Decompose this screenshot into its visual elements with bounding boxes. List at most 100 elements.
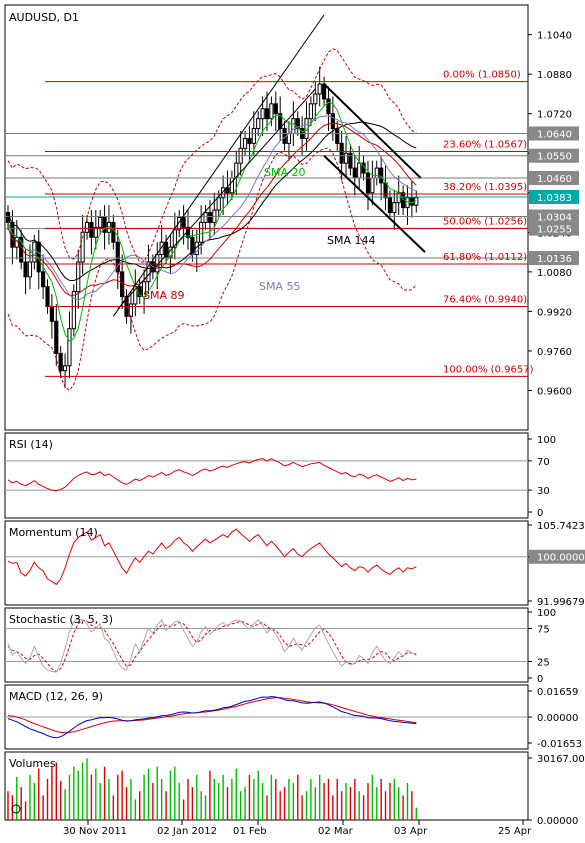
candle-body	[45, 286, 50, 307]
momentum-axis-tick-label: 105.7423	[537, 521, 585, 532]
price-marker-label: 1.0304	[537, 213, 572, 224]
price-axis-tick-label: 0.9760	[537, 347, 572, 358]
candle-body	[357, 162, 362, 179]
candle-body	[374, 167, 379, 179]
price-marker-box	[529, 148, 579, 163]
candle-body	[339, 142, 344, 164]
stochastic-panel	[4, 607, 529, 683]
date-label: 01 Feb	[233, 826, 267, 837]
sma20-line	[7, 101, 417, 342]
fib-level-label: 38.20% (1.0395)	[443, 182, 527, 193]
lower-band-line	[7, 147, 417, 392]
rsi-axis-tick-label: 70	[537, 457, 550, 468]
date-label: 03 Apr	[394, 826, 428, 837]
fib-level-label: 61.80% (1.0112)	[443, 252, 527, 263]
fib-level-label: 100.00% (0.9657)	[443, 364, 534, 375]
candle-body	[181, 217, 186, 228]
candle-body	[146, 261, 151, 283]
rsi-axis-tick-label: 0	[537, 508, 543, 519]
candle-body	[251, 128, 256, 144]
price-marker-label: 1.0460	[537, 174, 572, 185]
rsi-axis-tick-label: 100	[537, 435, 556, 446]
candle-body	[379, 167, 384, 184]
price-axis-tick-label: 0.9600	[537, 386, 572, 397]
candle-body	[409, 197, 414, 206]
price-marker-label: 1.0550	[537, 152, 572, 163]
price-marker-box	[529, 209, 579, 224]
candle-body	[159, 241, 164, 256]
candle-body	[111, 221, 116, 243]
rsi-title: RSI (14)	[9, 438, 53, 451]
momentum-panel	[4, 520, 529, 606]
macd-title: MACD (12, 26, 9)	[9, 690, 103, 703]
price-axis-tick-label: 0.9920	[537, 307, 572, 318]
channel-line	[112, 14, 325, 317]
candle-body	[62, 365, 68, 372]
rsi-panel	[4, 432, 529, 519]
price-axis-tick-label: 1.0080	[537, 268, 572, 279]
price-marker-label: 1.0136	[537, 254, 572, 265]
price-axis-tick-label: 1.0720	[537, 110, 572, 121]
candle-body	[313, 93, 318, 105]
candle-body	[216, 197, 221, 211]
candle-body	[335, 128, 340, 144]
price-marker-label: 1.0383	[537, 193, 572, 204]
candle-body	[128, 303, 134, 317]
candle-body	[80, 231, 85, 263]
sma144-label: SMA 144	[327, 234, 376, 247]
candle-body	[273, 103, 278, 115]
candle-body	[269, 103, 274, 120]
rsi-axis-tick-label: 30	[537, 486, 550, 497]
price-marker-box	[529, 189, 579, 204]
candle-body	[203, 212, 208, 223]
price-marker-box	[529, 170, 579, 185]
candle-body	[295, 118, 300, 130]
macd-axis-tick-label: 0.01659	[537, 687, 578, 698]
sma20-label: SMA 20	[264, 166, 306, 179]
candle-body	[343, 152, 349, 164]
sma55-line	[7, 115, 417, 301]
candle-body	[93, 226, 98, 238]
candle-body	[163, 241, 169, 258]
candle-body	[326, 98, 331, 115]
candle-body	[242, 137, 248, 149]
candle-body	[260, 108, 265, 120]
candle-body	[102, 217, 107, 233]
volume-axis-tick-label: 30167.00	[537, 754, 585, 765]
momentum-marker-box	[529, 549, 585, 564]
candle-body	[330, 113, 335, 130]
candle-body	[256, 118, 261, 130]
candle-body	[199, 221, 204, 243]
candle-body	[225, 187, 230, 194]
candle-body	[23, 261, 28, 278]
sma89-line	[7, 122, 417, 296]
macd-axis-tick-label: 0.00000	[537, 713, 578, 724]
candle-body	[264, 108, 270, 120]
fib-level-label: 50.00% (1.0256)	[443, 216, 527, 227]
fib-level-label: 0.00% (1.0850)	[443, 70, 521, 81]
candle-body	[41, 271, 46, 288]
candle-body	[67, 328, 72, 367]
stochastic-axis-tick-label: 100	[537, 608, 556, 619]
stochastic-axis-tick-label: 25	[537, 658, 550, 669]
rsi-line	[7, 458, 417, 492]
stochastic-axis-tick-label: 0	[537, 674, 543, 685]
channel-line	[323, 83, 422, 179]
stochastic-line	[7, 618, 417, 673]
candle-body	[120, 271, 125, 298]
candle-body	[54, 320, 59, 354]
sma89-label: SMA 89	[143, 289, 185, 302]
candle-body	[317, 83, 322, 95]
momentum-axis-tick-label: 91.99679	[537, 597, 585, 608]
candle-body	[247, 137, 252, 144]
candle-body	[383, 182, 388, 199]
date-label: 30 Nov 2011	[63, 826, 127, 837]
candle-body	[282, 128, 287, 144]
candle-body	[84, 221, 90, 233]
date-label: 02 Jan 2012	[157, 826, 217, 837]
volume-title: Volumes	[9, 757, 56, 770]
upper-band-line	[7, 48, 417, 263]
candle-body	[71, 291, 76, 330]
